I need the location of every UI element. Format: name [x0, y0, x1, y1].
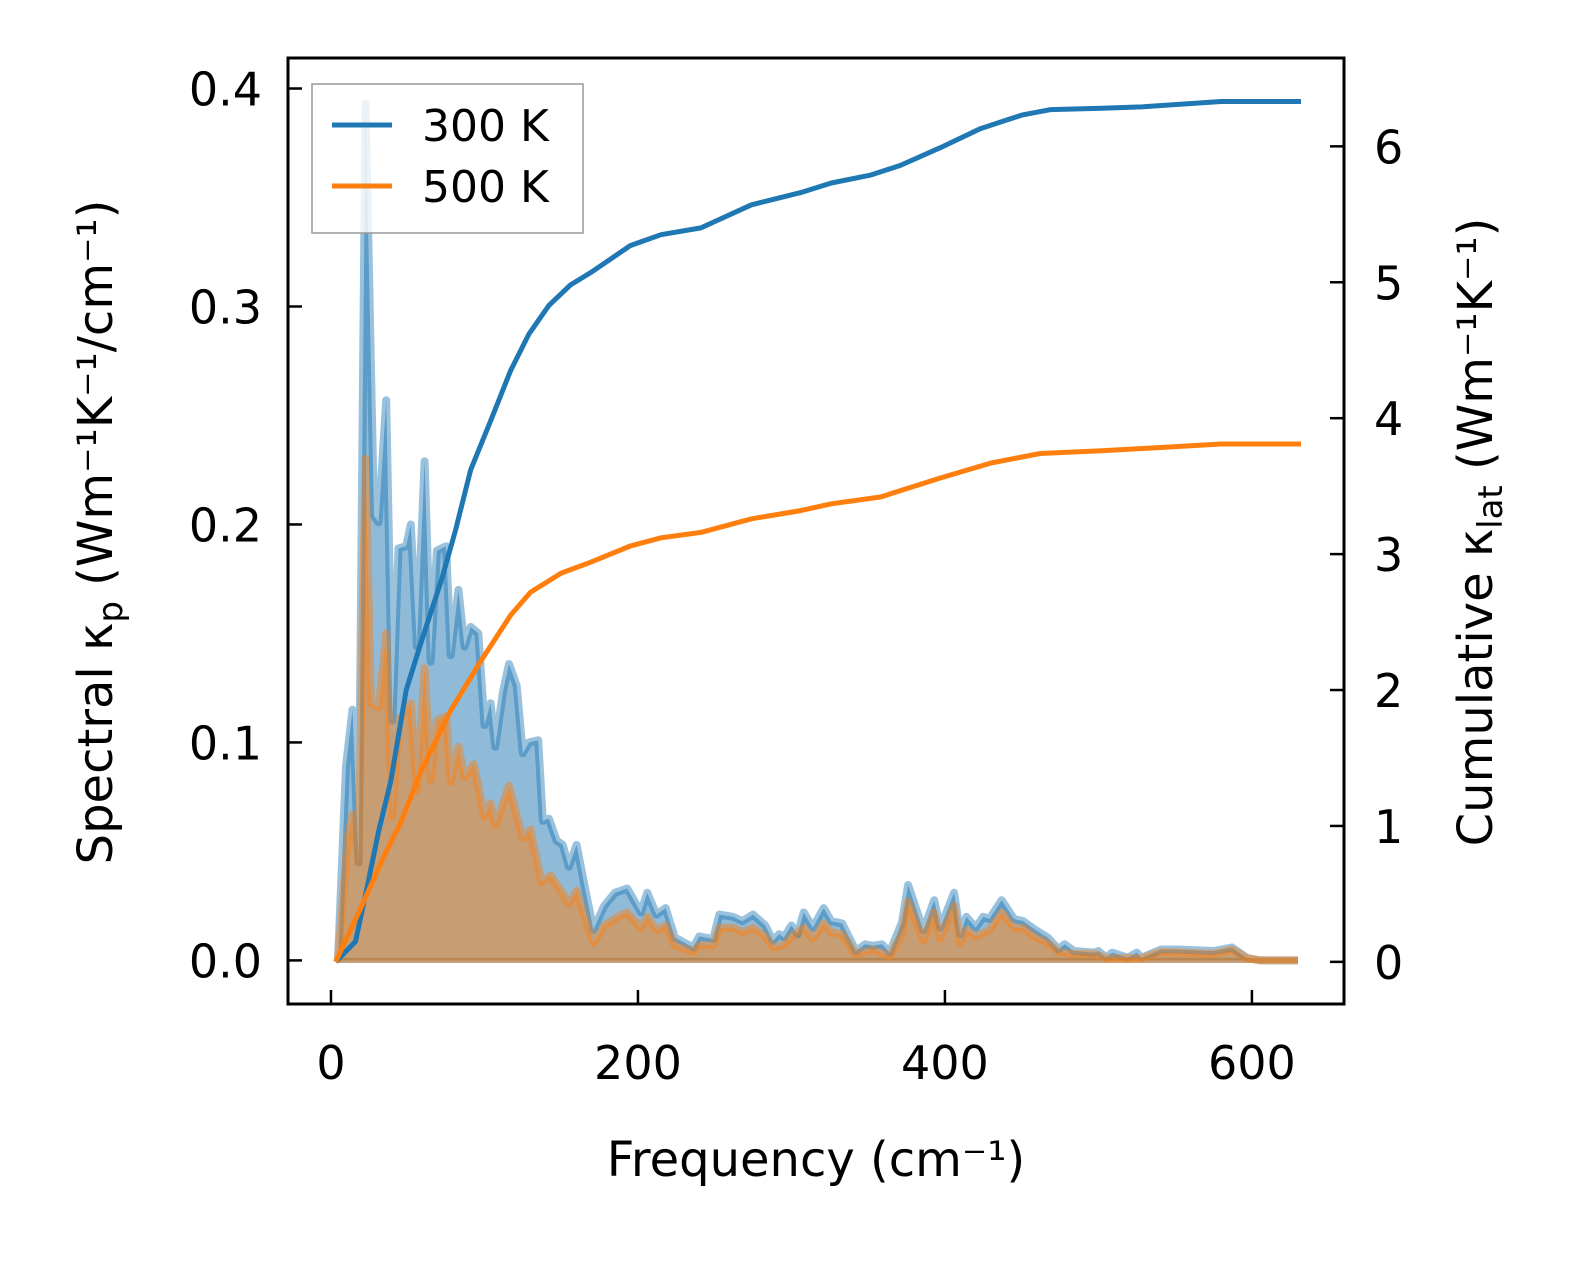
x-axis-label: Frequency (cm⁻¹) — [607, 1132, 1025, 1188]
y-tick-label-left: 0.3 — [189, 280, 262, 334]
spectral-fill-500k — [338, 459, 1298, 961]
y-tick-label-right: 1 — [1374, 800, 1403, 854]
y-tick-label-right: 4 — [1374, 392, 1403, 446]
y-axis-label-right: Cumulative κlat (Wm⁻¹K⁻¹) — [1448, 218, 1511, 847]
y-tick-label-right: 2 — [1374, 664, 1403, 718]
y-tick-label-left: 0.1 — [189, 716, 262, 770]
cumulative-line-500k — [333, 441, 1301, 963]
y-tick-label-right: 6 — [1374, 120, 1403, 174]
y-tick-label-right: 0 — [1374, 936, 1403, 990]
legend: 300 K 500 K — [311, 83, 584, 234]
x-tick-label: 600 — [1208, 1036, 1296, 1090]
y-tick-label-right: 5 — [1374, 256, 1403, 310]
x-tick-label: 400 — [901, 1036, 989, 1090]
plot-marks — [333, 99, 1301, 965]
cumulative-line-300k — [333, 99, 1301, 964]
x-tick-label: 0 — [316, 1036, 345, 1090]
y-tick-label-left: 0.2 — [189, 498, 262, 552]
y-tick-label-right: 3 — [1374, 528, 1403, 582]
y-tick-label-left: 0.0 — [189, 934, 262, 988]
y-axis-label-left: Spectral κp (Wm⁻¹K⁻¹/cm⁻¹) — [68, 200, 131, 865]
plot-frame — [286, 56, 1346, 1006]
legend-label-500k: 500 K — [422, 162, 550, 213]
axis-ticks: 0 200 400 600 0.0 0.1 0.2 0.3 0.4 0 1 2 3 4 5 6 — [189, 63, 1403, 1090]
y-tick-label-left: 0.4 — [189, 63, 262, 117]
legend-box — [311, 83, 584, 234]
legend-label-300k: 300 K — [422, 101, 550, 152]
x-tick-label: 200 — [594, 1036, 682, 1090]
